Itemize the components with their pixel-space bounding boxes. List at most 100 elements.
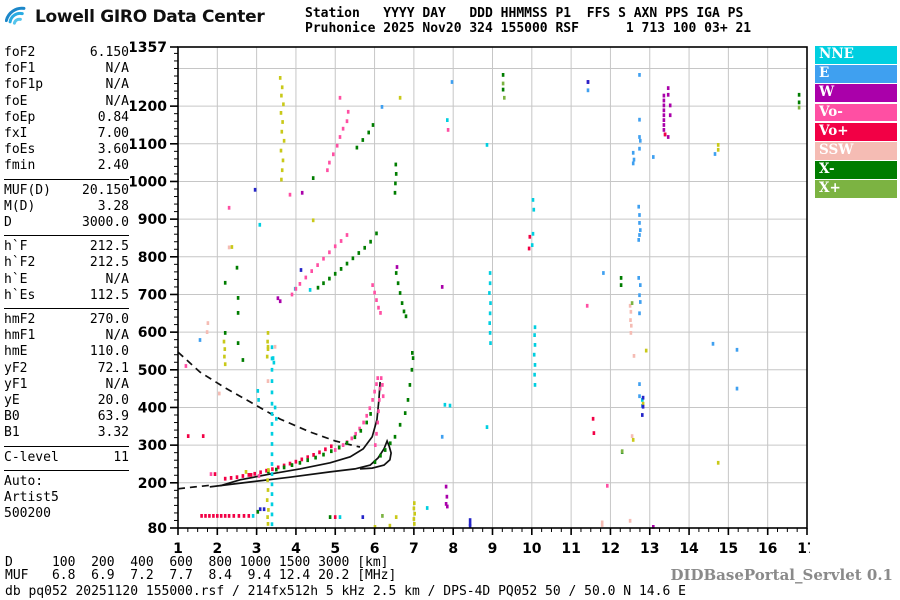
param-group: MUF(D) 20.150 M(D) 3.28 D 3000.0 — [4, 178, 129, 234]
echo-point-nne — [270, 462, 274, 466]
echo-point-x — [256, 509, 260, 514]
echo-point-x — [501, 81, 505, 86]
param-row: Artist5 — [4, 490, 129, 506]
echo-point-e — [735, 347, 739, 352]
echo-point-vo — [378, 386, 382, 391]
echo-point-vo — [213, 472, 217, 476]
echo-point-nne — [272, 360, 276, 365]
param-label: foEs — [4, 142, 36, 158]
echo-point-unlabeledyellow — [716, 460, 720, 465]
echo-point-e — [586, 88, 590, 93]
echo-point-nne — [270, 379, 274, 383]
echo-point-vo — [212, 514, 215, 518]
echo-point-x — [298, 460, 302, 465]
param-label: fmin — [4, 158, 36, 174]
param-row: fxI 7.00 — [4, 126, 129, 142]
echo-point-vo — [362, 420, 365, 425]
echo-point-x — [345, 441, 349, 445]
echo-point-x — [236, 311, 240, 315]
echo-point-vo — [341, 126, 345, 131]
echo-point-nne — [533, 383, 537, 387]
echo-point-e — [638, 146, 641, 151]
echo-point-ssw — [218, 391, 221, 396]
echo-point-x — [400, 301, 404, 305]
echo-point-vo — [186, 434, 190, 438]
echo-point-vo — [371, 398, 374, 402]
y-tick-label: 400 — [138, 400, 167, 416]
echo-point-x — [403, 411, 407, 415]
echo-point-w — [440, 285, 444, 289]
echo-point-vo — [358, 426, 361, 431]
echo-point-nne — [530, 243, 534, 247]
dashed-baseline — [177, 484, 213, 490]
echo-point-vo — [527, 246, 531, 251]
echo-point-w — [444, 502, 448, 506]
echo-point-unlabelednavy — [299, 268, 303, 272]
echo-point-vo — [345, 119, 349, 124]
param-label: yF2 — [4, 360, 28, 376]
echo-point-x — [619, 283, 623, 287]
echo-point-e — [639, 138, 642, 143]
param-value: 72.1 — [97, 360, 129, 376]
echo-point-x — [359, 428, 363, 433]
echo-point-x — [371, 123, 375, 127]
echo-point-x — [797, 105, 801, 110]
echo-point-vo — [373, 389, 376, 394]
echo-point-vo — [235, 475, 239, 480]
echo-point-unlabeledyellow — [222, 339, 226, 344]
station-header-row: Station YYYY DAY DDD HHMMSS P1 FFS S AXN… — [305, 6, 744, 21]
echo-point-unlabeledyellow — [281, 120, 284, 124]
echo-point-vo — [253, 471, 256, 476]
echo-point-x — [345, 261, 349, 266]
param-row: fmin 2.40 — [4, 158, 129, 174]
echo-point-unlabelednavy — [586, 80, 590, 84]
echo-point-ssw — [630, 434, 634, 438]
echo-point-e — [638, 73, 641, 77]
echo-point-ssw — [273, 344, 277, 349]
echo-point-vo — [333, 244, 337, 249]
echo-point-nne — [533, 372, 536, 377]
echo-point-unlabeledyellow — [716, 147, 720, 152]
echo-point-nne — [489, 341, 492, 345]
echo-point-x — [619, 276, 623, 280]
legend-item-vo: Vo- — [815, 103, 897, 122]
param-row: h`F 212.5 — [4, 239, 129, 255]
echo-point-nne — [270, 492, 274, 496]
echo-point-nne — [270, 502, 274, 507]
echo-point-nne — [532, 207, 536, 212]
param-row: MUF(D) 20.150 — [4, 183, 129, 199]
echo-point-nne — [251, 514, 255, 518]
echo-point-x — [398, 291, 402, 295]
echo-point-e — [440, 434, 444, 439]
param-row: foEp 0.84 — [4, 110, 129, 126]
param-value: 7.00 — [97, 126, 129, 142]
echo-point-x — [275, 467, 278, 472]
echo-point-nne — [533, 325, 537, 330]
echo-point-unlabeledyellow — [413, 511, 416, 516]
echo-point-x — [394, 172, 398, 176]
echo-point-x — [797, 92, 801, 97]
param-label: fxI — [4, 126, 28, 142]
echo-point-w — [395, 265, 399, 269]
echo-point-vo — [585, 303, 589, 308]
echo-point-vo — [237, 514, 241, 518]
echo-point-nne — [270, 390, 274, 395]
echo-point-vo — [341, 443, 345, 447]
x-tick-label: 7 — [409, 541, 419, 557]
echo-point-unlabelednavy — [258, 507, 262, 512]
y-tick-label: 700 — [138, 287, 167, 303]
y-tick-label: 1200 — [130, 99, 167, 115]
param-value: 3.60 — [97, 142, 129, 158]
echo-point-unlabeledyellow — [394, 515, 398, 519]
echo-point-x — [311, 176, 315, 180]
echo-point-x — [396, 281, 400, 286]
echo-point-e — [637, 276, 640, 280]
param-value: 0.84 — [97, 109, 129, 125]
echo-point-vo — [229, 476, 233, 480]
echo-point-unlabeledyellow — [280, 85, 284, 90]
echo-point-x — [241, 358, 245, 362]
echo-point-ssw — [630, 323, 633, 328]
echo-point-x — [236, 341, 240, 345]
echo-point-unlabeledyellow — [412, 506, 416, 511]
x-tick-label: 11 — [561, 541, 580, 557]
